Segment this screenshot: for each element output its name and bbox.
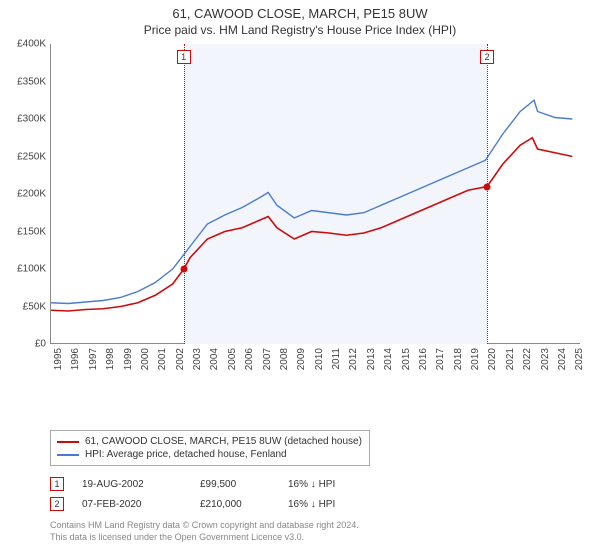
legend-label: 61, CAWOOD CLOSE, MARCH, PE15 8UW (detac… — [85, 436, 362, 447]
y-tick-label: £300K — [17, 114, 46, 125]
x-tick-label: 2010 — [314, 348, 325, 370]
sale-price: £210,000 — [200, 499, 270, 510]
sale-marker-vline — [487, 44, 488, 344]
x-tick-label: 2003 — [192, 348, 203, 370]
y-tick-label: £250K — [17, 151, 46, 162]
sales-table: 1 19-AUG-2002 £99,500 16% ↓ HPI 2 07-FEB-2020… — [50, 474, 580, 514]
x-tick-label: 2006 — [244, 348, 255, 370]
x-tick-label: 1999 — [123, 348, 134, 370]
x-tick-label: 2011 — [331, 348, 342, 370]
plot-region: 12 — [50, 44, 580, 344]
x-tick-label: 2017 — [435, 348, 446, 370]
y-tick-label: £350K — [17, 76, 46, 87]
y-tick-label: £150K — [17, 226, 46, 237]
sale-diff: 16% ↓ HPI — [288, 499, 378, 510]
x-tick-label: 2013 — [366, 348, 377, 370]
y-tick-label: £100K — [17, 264, 46, 275]
sale-marker-dot — [484, 183, 491, 190]
sale-row-marker: 2 — [50, 497, 64, 511]
sale-row-marker: 1 — [50, 477, 64, 491]
y-tick-label: £50K — [23, 301, 46, 312]
x-tick-label: 2012 — [348, 348, 359, 370]
attribution-line1: Contains HM Land Registry data © Crown c… — [50, 520, 580, 532]
x-tick-label: 2022 — [522, 348, 533, 370]
x-tick-label: 2019 — [470, 348, 481, 370]
chart-container: 61, CAWOOD CLOSE, MARCH, PE15 8UW Price … — [0, 0, 600, 560]
x-tick-label: 2018 — [453, 348, 464, 370]
x-tick-label: 2005 — [227, 348, 238, 370]
sale-marker-vline — [184, 44, 185, 344]
x-tick-label: 1997 — [88, 348, 99, 370]
chart-title: 61, CAWOOD CLOSE, MARCH, PE15 8UW — [0, 0, 600, 21]
legend-swatch — [57, 454, 79, 456]
x-tick-label: 2021 — [505, 348, 516, 370]
chart-area: £0£50K£100K£150K£200K£250K£300K£350K£400… — [50, 44, 580, 384]
x-tick-label: 2020 — [487, 348, 498, 370]
series-line — [51, 138, 572, 311]
legend-and-footer: 61, CAWOOD CLOSE, MARCH, PE15 8UW (detac… — [50, 430, 580, 543]
series-svg — [51, 44, 581, 344]
x-tick-label: 2014 — [383, 348, 394, 370]
legend-swatch — [57, 441, 79, 443]
sale-marker-dot — [180, 266, 187, 273]
x-tick-label: 2009 — [296, 348, 307, 370]
x-tick-label: 2015 — [401, 348, 412, 370]
x-tick-label: 2001 — [157, 348, 168, 370]
y-tick-label: £0 — [35, 339, 46, 350]
attribution: Contains HM Land Registry data © Crown c… — [50, 520, 580, 543]
x-tick-label: 2025 — [574, 348, 585, 370]
legend-label: HPI: Average price, detached house, Fenl… — [85, 449, 287, 460]
x-tick-label: 2004 — [209, 348, 220, 370]
x-tick-label: 2008 — [279, 348, 290, 370]
x-tick-label: 2002 — [175, 348, 186, 370]
sale-row: 1 19-AUG-2002 £99,500 16% ↓ HPI — [50, 474, 580, 494]
x-tick-label: 2016 — [418, 348, 429, 370]
x-tick-label: 1996 — [70, 348, 81, 370]
sale-marker-box: 2 — [480, 50, 494, 64]
sale-date: 07-FEB-2020 — [82, 499, 182, 510]
x-tick-label: 1995 — [53, 348, 64, 370]
sale-diff: 16% ↓ HPI — [288, 479, 378, 490]
sale-marker-box: 1 — [177, 50, 191, 64]
sale-price: £99,500 — [200, 479, 270, 490]
x-tick-label: 2023 — [540, 348, 551, 370]
y-tick-label: £400K — [17, 39, 46, 50]
x-tick-label: 1998 — [105, 348, 116, 370]
x-tick-label: 2007 — [262, 348, 273, 370]
legend-item: 61, CAWOOD CLOSE, MARCH, PE15 8UW (detac… — [57, 435, 363, 448]
y-tick-label: £200K — [17, 189, 46, 200]
series-line — [51, 100, 572, 303]
x-tick-label: 2000 — [140, 348, 151, 370]
chart-subtitle: Price paid vs. HM Land Registry's House … — [0, 21, 600, 41]
attribution-line2: This data is licensed under the Open Gov… — [50, 532, 580, 544]
legend-box: 61, CAWOOD CLOSE, MARCH, PE15 8UW (detac… — [50, 430, 370, 466]
sale-row: 2 07-FEB-2020 £210,000 16% ↓ HPI — [50, 494, 580, 514]
x-tick-label: 2024 — [557, 348, 568, 370]
sale-date: 19-AUG-2002 — [82, 479, 182, 490]
legend-item: HPI: Average price, detached house, Fenl… — [57, 448, 363, 461]
